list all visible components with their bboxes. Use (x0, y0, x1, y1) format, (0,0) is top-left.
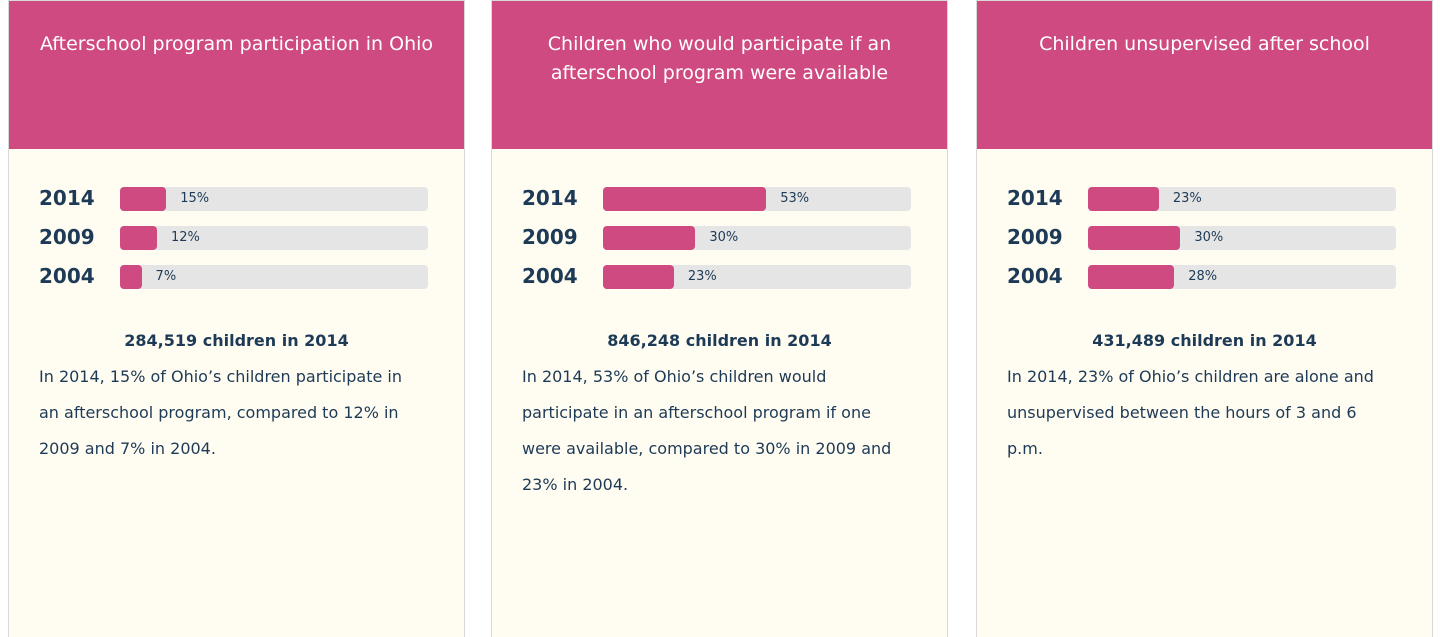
bar (603, 226, 696, 250)
value-label: 15% (180, 191, 210, 206)
description: In 2014, 23% of Ohio’s children are alon… (1007, 367, 1374, 458)
bar (120, 226, 157, 250)
bar (603, 187, 767, 211)
category-label: 2009 (39, 225, 95, 249)
bar-track: 12% (120, 226, 428, 250)
value-label: 7% (155, 269, 177, 284)
category-label: 2014 (1007, 186, 1063, 210)
bar-track: 23% (603, 265, 911, 289)
card-title: Children unsupervised after school (977, 1, 1432, 149)
bar-track: 30% (1088, 226, 1396, 250)
category-label: 2009 (1007, 225, 1063, 249)
value-label: 30% (709, 230, 739, 245)
category-label: 2009 (522, 225, 578, 249)
bar (603, 265, 674, 289)
summary: 846,248 children in 2014 (607, 331, 832, 350)
card: Children unsupervised after school 2014 23… (976, 0, 1433, 637)
description: In 2014, 15% of Ohio’s children particip… (39, 367, 402, 458)
bar (1088, 226, 1181, 250)
bar (1088, 265, 1175, 289)
bar (120, 187, 167, 211)
description: In 2014, 53% of Ohio’s children would pa… (522, 367, 892, 494)
summary: 284,519 children in 2014 (124, 331, 349, 350)
bar-track: 7% (120, 265, 428, 289)
category-label: 2004 (39, 264, 95, 288)
value-label: 12% (170, 230, 200, 245)
bar-track: 30% (603, 226, 911, 250)
value-label: 30% (1194, 230, 1224, 245)
category-label: 2014 (522, 186, 578, 210)
value-label: 23% (687, 269, 717, 284)
bar-track: 28% (1088, 265, 1396, 289)
bar-track: 53% (603, 187, 911, 211)
category-label: 2004 (1007, 264, 1063, 288)
category-label: 2014 (39, 186, 95, 210)
card: Afterschool program participation in Ohi… (8, 0, 465, 637)
value-label: 23% (1172, 191, 1202, 206)
bar-track: 15% (120, 187, 428, 211)
value-label: 53% (780, 191, 810, 206)
card-title: Children who would participate if an aft… (492, 1, 947, 149)
bar-track: 23% (1088, 187, 1396, 211)
card-title: Afterschool program participation in Ohi… (9, 1, 464, 149)
bar (120, 265, 142, 289)
card: Children who would participate if an aft… (491, 0, 948, 637)
category-label: 2004 (522, 264, 578, 288)
bar (1088, 187, 1159, 211)
summary: 431,489 children in 2014 (1092, 331, 1317, 350)
value-label: 28% (1188, 269, 1218, 284)
